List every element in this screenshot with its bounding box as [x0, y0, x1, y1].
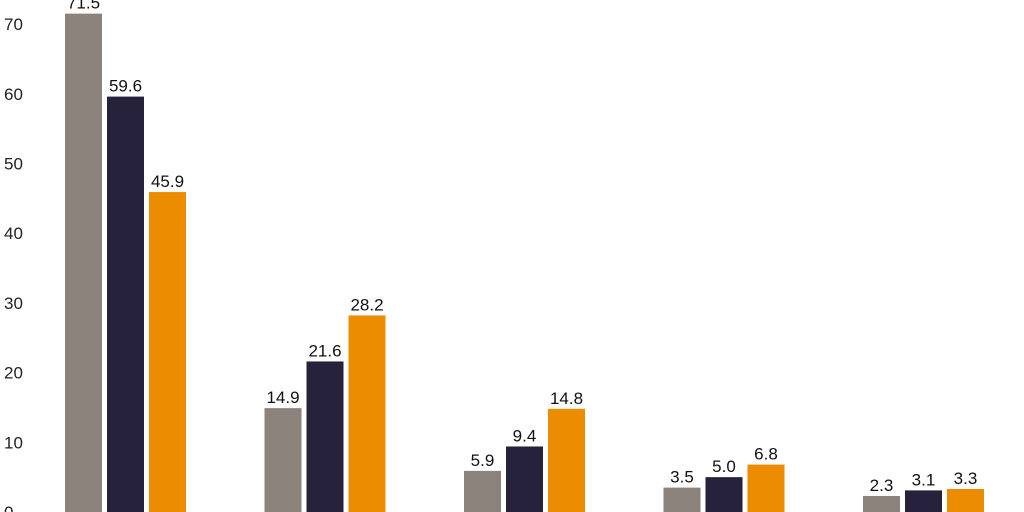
bar: [264, 408, 302, 512]
bar-value-label: 3.1: [912, 470, 936, 489]
y-tick-label: 10: [4, 433, 23, 452]
bar-value-label: 59.6: [109, 77, 142, 96]
bar-value-label: 45.9: [151, 172, 184, 191]
bar: [905, 490, 942, 512]
bar: [506, 446, 543, 512]
bar: [149, 192, 186, 512]
bar: [705, 477, 743, 512]
y-tick-label: 30: [4, 294, 23, 313]
y-tick-label: 50: [4, 155, 23, 174]
bar-value-label: 14.9: [266, 388, 299, 407]
bar: [747, 464, 785, 512]
y-tick-label: 0: [4, 503, 13, 512]
bar-value-label: 28.2: [350, 295, 383, 314]
data-labels: 71.5 14.9 5.9 3.5 2.3 59.6 21.6 9.4 5.0 3.1 45.9 28…: [67, 0, 977, 495]
y-tick-label: 70: [4, 15, 23, 34]
bar-value-label: 71.5: [67, 0, 100, 13]
bar: [947, 488, 984, 512]
bar: [306, 361, 344, 512]
bar-value-label: 14.8: [550, 389, 583, 408]
bar: [464, 470, 501, 512]
bar: [663, 487, 701, 512]
y-tick-label: 20: [4, 364, 23, 383]
bar: [348, 315, 386, 512]
bar: [65, 13, 102, 512]
bar-value-label: 2.3: [870, 476, 894, 495]
bar-value-label: 5.0: [712, 457, 736, 476]
bar-value-label: 3.5: [670, 468, 694, 487]
bar-groups: [65, 13, 984, 512]
bar: [863, 495, 900, 512]
bar: [548, 408, 585, 512]
bar-value-label: 5.9: [471, 451, 495, 470]
bar-value-label: 9.4: [513, 426, 537, 445]
y-tick-label: 60: [4, 85, 23, 104]
y-tick-label: 40: [4, 224, 23, 243]
bar-value-label: 3.3: [954, 469, 978, 488]
bar-value-label: 6.8: [754, 445, 778, 464]
y-axis: 0 10 20 30 40 50 60 70: [4, 15, 23, 512]
bar-value-label: 21.6: [308, 341, 341, 360]
bar: [107, 96, 144, 512]
